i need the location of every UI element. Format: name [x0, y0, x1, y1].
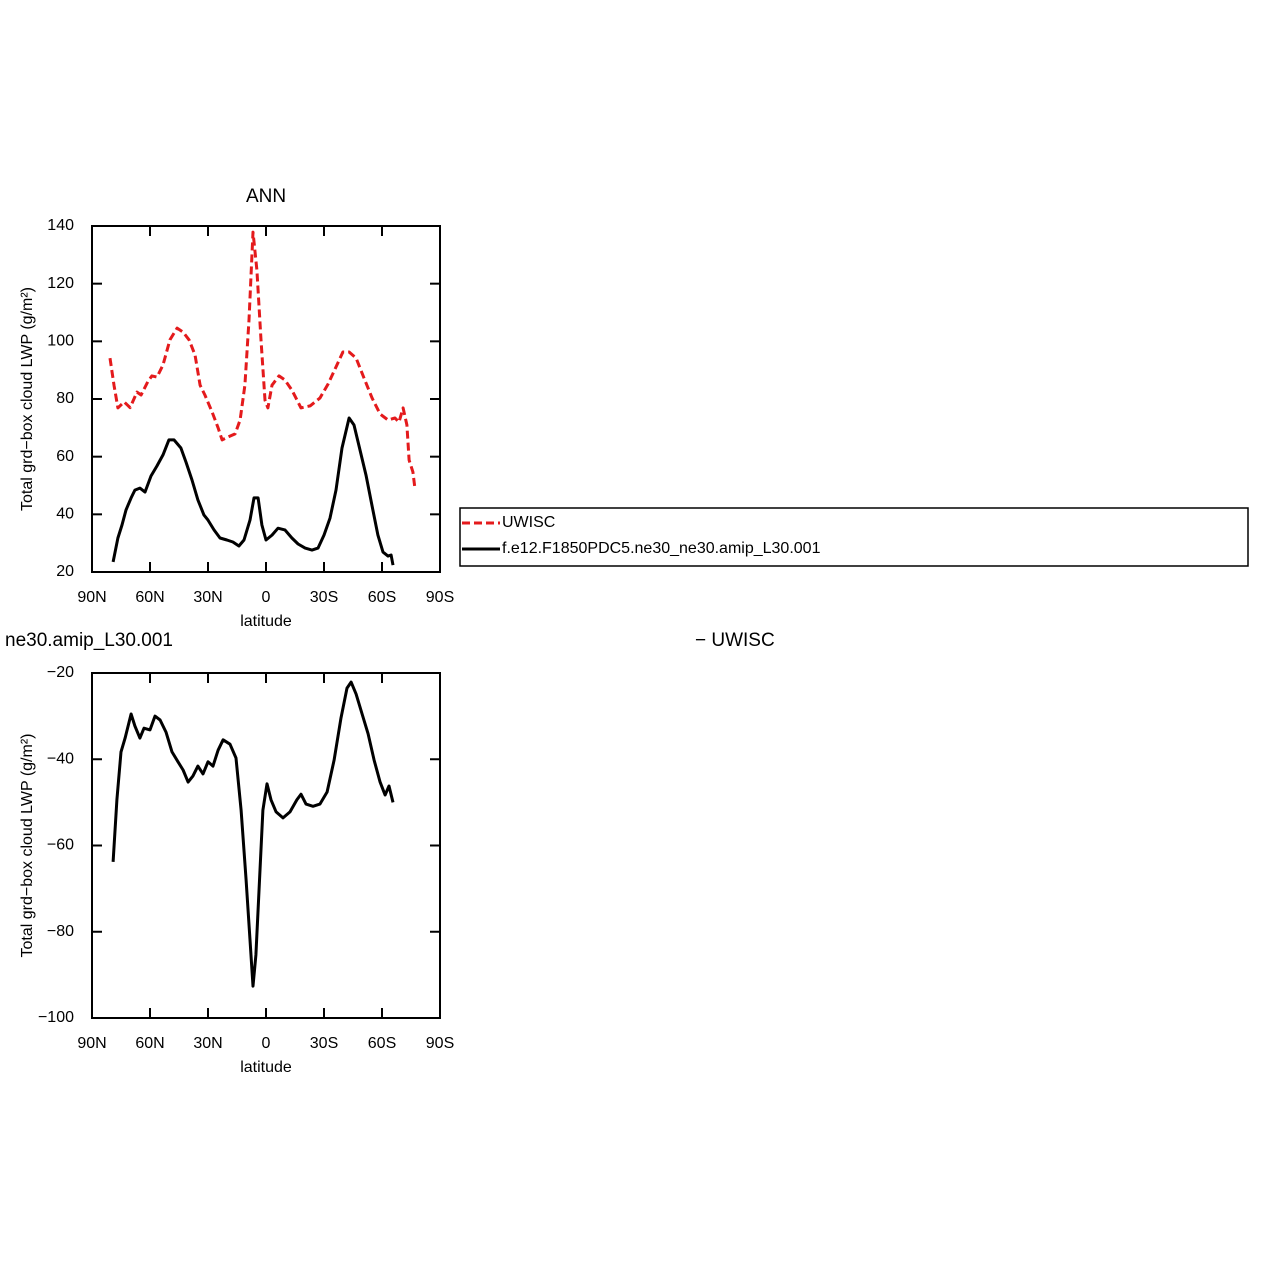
- y-tick-label: 60: [56, 448, 74, 465]
- chart-title: ne30.amip_L30.001: [5, 630, 173, 651]
- x-tick-label: 60N: [135, 1035, 164, 1052]
- y-tick-label: −60: [47, 837, 74, 854]
- y-tick-label: −40: [47, 750, 74, 767]
- x-axis-label: latitude: [240, 1059, 292, 1076]
- legend-label: UWISC: [502, 514, 555, 531]
- series-line: [111, 416, 395, 566]
- y-axis-label: Total grd−box cloud LWP (g/m²): [19, 287, 36, 511]
- x-tick-label: 30S: [310, 1035, 338, 1052]
- x-tick-label: 30S: [310, 589, 338, 606]
- x-tick-label: 90N: [77, 1035, 106, 1052]
- chart-title: ANN: [246, 186, 286, 207]
- x-tick-label: 30N: [193, 589, 222, 606]
- x-tick-label: 90S: [426, 589, 454, 606]
- x-tick-label: 0: [262, 589, 271, 606]
- y-tick-label: −100: [38, 1009, 74, 1026]
- y-tick-label: 80: [56, 390, 74, 407]
- y-axis-label: Total grd−box cloud LWP (g/m²): [19, 734, 36, 958]
- x-tick-label: 60S: [368, 589, 396, 606]
- x-tick-label: 90N: [77, 589, 106, 606]
- x-axis-label: latitude: [240, 613, 292, 630]
- chart-subtitle: − UWISC: [695, 630, 775, 651]
- y-tick-label: −20: [47, 664, 74, 681]
- y-tick-label: 40: [56, 506, 74, 523]
- x-tick-label: 60N: [135, 589, 164, 606]
- y-tick-label: 120: [47, 275, 74, 292]
- x-tick-label: 90S: [426, 1035, 454, 1052]
- series-line: [108, 230, 417, 489]
- x-tick-label: 30N: [193, 1035, 222, 1052]
- legend-box: [459, 507, 1249, 567]
- y-tick-label: 100: [47, 333, 74, 350]
- x-tick-label: 60S: [368, 1035, 396, 1052]
- plot-frame: [91, 672, 441, 1019]
- y-tick-label: −80: [47, 923, 74, 940]
- x-tick-label: 0: [262, 1035, 271, 1052]
- legend-label: f.e12.F1850PDC5.ne30_ne30.amip_L30.001: [502, 540, 821, 557]
- y-tick-label: 140: [47, 217, 74, 234]
- y-tick-label: 20: [56, 563, 74, 580]
- series-line: [111, 680, 395, 988]
